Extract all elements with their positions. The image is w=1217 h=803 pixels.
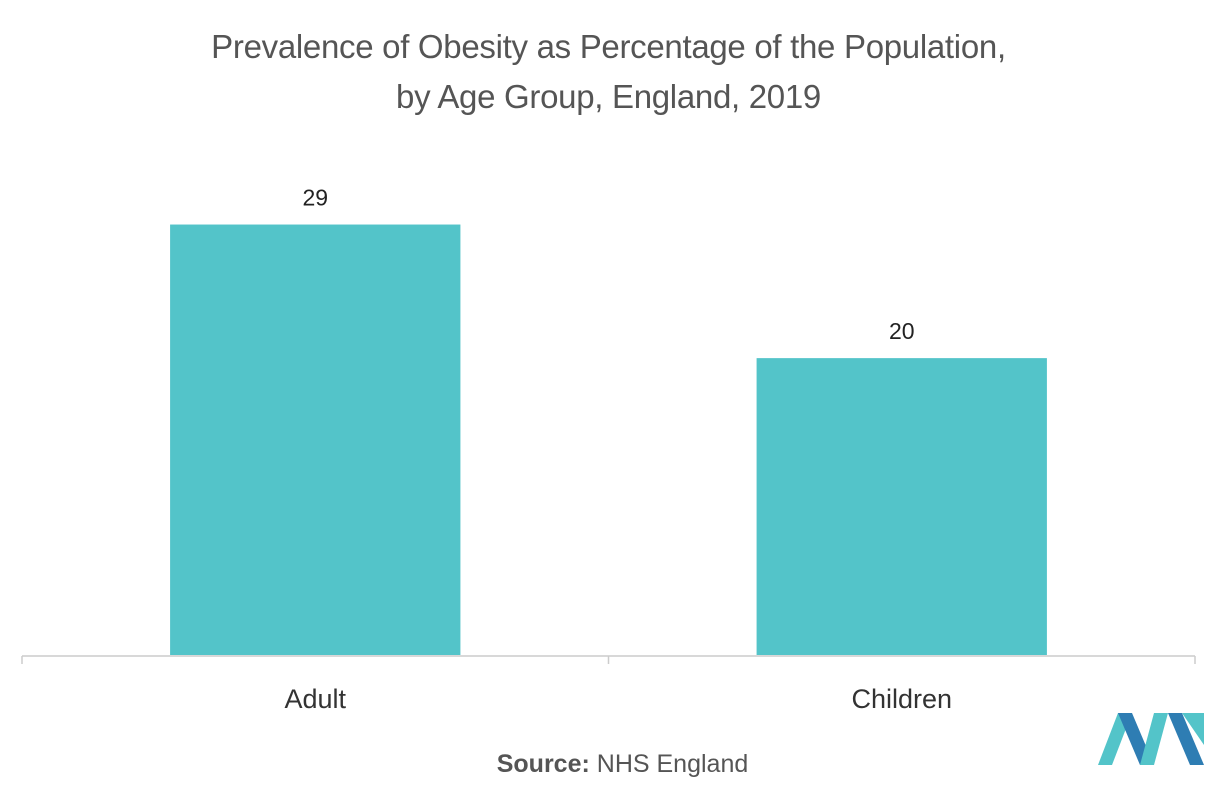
data-label-adult: 29 xyxy=(302,185,328,211)
chart-title: Prevalence of Obesity as Percentage of t… xyxy=(0,22,1217,122)
source-text: NHS England xyxy=(596,750,749,778)
x-tick-label-adult: Adult xyxy=(284,684,346,714)
mordor-intelligence-logo-icon xyxy=(1098,713,1204,765)
x-tick-label-children: Children xyxy=(851,684,952,714)
bar-chart: 29 20 Adult Children xyxy=(21,185,1196,714)
x-axis-ticks xyxy=(21,656,1196,664)
logo-shape-5 xyxy=(1182,713,1204,745)
bar-children xyxy=(756,358,1047,655)
chart-title-line-2: by Age Group, England, 2019 xyxy=(396,78,821,115)
logo-shape-3 xyxy=(1140,713,1168,765)
source-label: Source: xyxy=(496,750,590,778)
logo-shape-4 xyxy=(1168,713,1204,765)
x-axis-category-labels: Adult Children xyxy=(284,684,952,714)
chart-title-line-1: Prevalence of Obesity as Percentage of t… xyxy=(211,28,1006,65)
bars-group xyxy=(170,224,1047,655)
source-note: Source: NHS England xyxy=(0,750,1217,779)
data-label-children: 20 xyxy=(889,318,915,344)
bar-adult xyxy=(170,224,461,655)
data-labels-group: 29 20 xyxy=(302,185,914,345)
